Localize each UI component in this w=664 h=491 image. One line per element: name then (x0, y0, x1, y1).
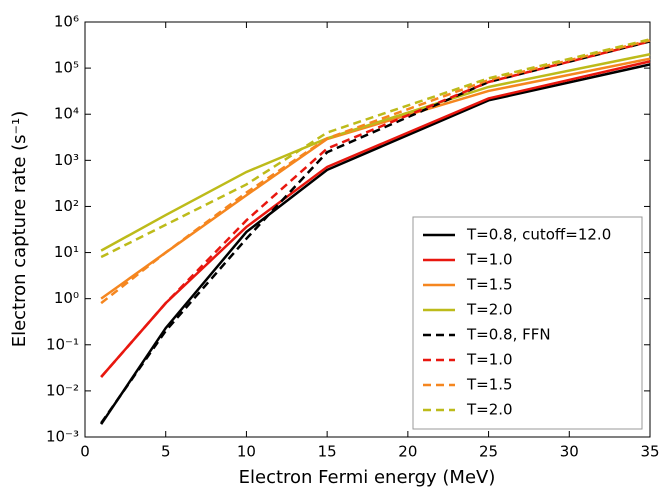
y-tick-label: 10⁵ (54, 59, 79, 77)
y-tick-label: 10⁻¹ (46, 335, 79, 353)
y-tick-label: 10⁻² (46, 381, 79, 399)
series-line (100, 39, 651, 305)
y-tick-label: 10³ (54, 151, 79, 169)
x-axis-label: Electron Fermi energy (MeV) (239, 467, 496, 487)
y-tick-label: 10⁰ (54, 289, 79, 307)
x-tick-label: 35 (640, 443, 659, 461)
x-tick-label: 10 (237, 443, 256, 461)
y-tick-label: 10⁴ (54, 105, 79, 123)
y-tick-label: 10¹ (54, 243, 79, 261)
series-line (100, 40, 651, 378)
x-tick-label: 0 (80, 443, 90, 461)
plot-frame (84, 21, 651, 438)
legend-label: T=2.0 (466, 401, 513, 419)
y-tick-label: 10⁶ (54, 13, 79, 31)
legend-label: T=2.0 (466, 301, 513, 319)
legend-label: T=1.0 (466, 251, 513, 269)
legend-label: T=1.0 (466, 351, 513, 369)
legend-label: T=0.8, FFN (466, 326, 551, 344)
series-line (100, 38, 651, 259)
series-line (100, 53, 651, 252)
legend-label: T=1.5 (466, 276, 513, 294)
legend-box (412, 216, 643, 430)
x-tick-label: 15 (318, 443, 337, 461)
series-line (100, 40, 651, 424)
x-tick-label: 30 (560, 443, 579, 461)
y-axis-label: Electron capture rate (s⁻¹) (9, 111, 30, 348)
x-tick-label: 20 (398, 443, 417, 461)
legend-label: T=0.8, cutoff=12.0 (466, 226, 611, 244)
x-tick-label: 25 (479, 443, 498, 461)
y-tick-label: 10⁻³ (46, 428, 79, 446)
y-tick-label: 10² (54, 197, 79, 215)
legend-label: T=1.5 (466, 376, 513, 394)
x-tick-label: 5 (161, 443, 171, 461)
